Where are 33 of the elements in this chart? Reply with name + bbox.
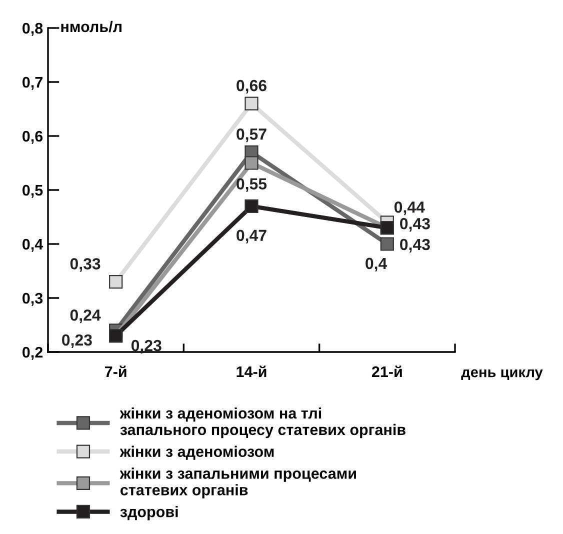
point: [244, 96, 258, 110]
point: [380, 237, 394, 251]
data-label: 0,57: [236, 128, 266, 142]
legend-label: жінки з аденоміозом: [120, 446, 274, 460]
y-tick-label: 0,7: [22, 76, 42, 90]
data-label: 0,4: [366, 258, 388, 272]
y-axis-title: нмоль/л: [61, 20, 122, 32]
data-label: 0,43: [400, 238, 430, 252]
y-tick-label: 0,6: [22, 130, 43, 144]
data-label: 0,23: [131, 340, 162, 354]
data-label: 0,43: [400, 218, 430, 232]
data-label: 0,24: [70, 309, 101, 324]
legend-label: здорові: [120, 506, 178, 520]
data-label: 0,23: [62, 334, 92, 348]
legend-label: жінки з аденоміозом на тлі запального процесу статевих органів: [120, 407, 406, 438]
y-tick-label: 0,4: [22, 238, 44, 252]
data-label: 0,44: [394, 201, 425, 216]
data-label: 0,33: [70, 258, 100, 272]
y-tick-label: 0,5: [22, 184, 43, 198]
point: [244, 199, 258, 214]
y-tick-label: 0,3: [22, 292, 43, 306]
x-tick-label: 14-й: [236, 366, 266, 377]
point: [109, 274, 123, 289]
legend-label: жінки з запальними процесами статевих органів: [120, 468, 356, 498]
point: [244, 156, 258, 170]
data-label: 0,55: [236, 178, 267, 192]
x-tick-label: 21-й: [372, 366, 402, 377]
y-tick-label: 0,2: [22, 346, 43, 360]
data-label: 0,47: [236, 230, 266, 244]
y-tick-label: 0,8: [22, 22, 43, 36]
x-axis-title: день циклу: [461, 369, 543, 380]
x-tick-label: 7-й: [105, 366, 126, 377]
data-label: 0,66: [236, 80, 266, 94]
